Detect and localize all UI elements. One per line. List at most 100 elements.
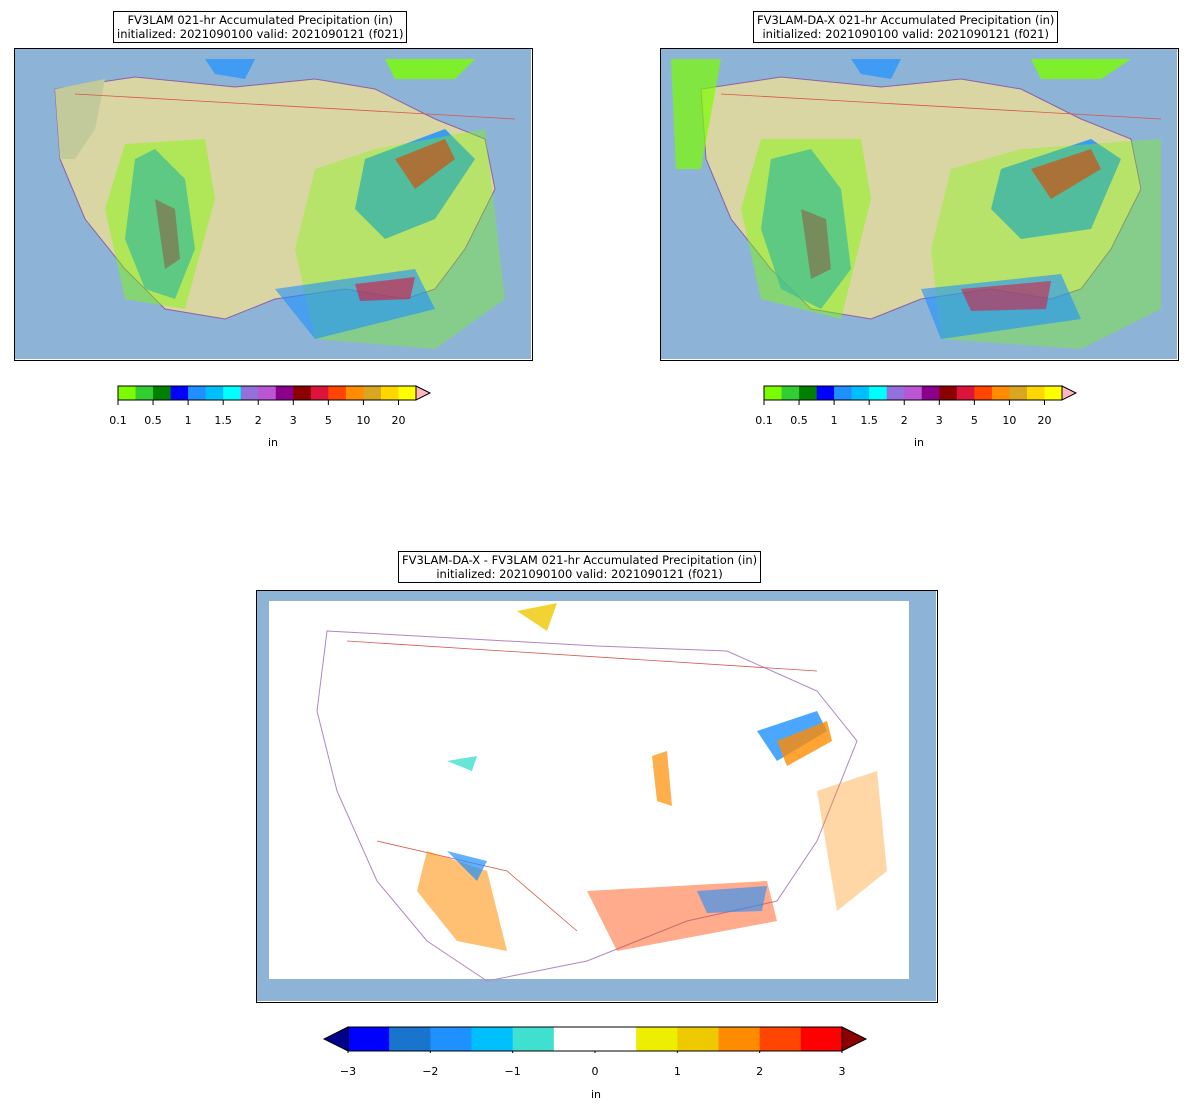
- left-precip-map: [14, 48, 533, 361]
- colorbar-bin: [389, 1027, 431, 1051]
- colorbar-bin: [939, 386, 958, 400]
- colorbar-tick-label: 5: [324, 414, 332, 427]
- colorbar-tick-label: 1: [184, 414, 192, 427]
- colorbar-tick-label: 0.1: [755, 414, 773, 427]
- colorbar-tick-label: 2: [756, 1065, 764, 1078]
- left-map-graphic: [15, 49, 531, 359]
- colorbar-bin: [1009, 386, 1028, 400]
- left-panel-title: FV3LAM 021-hr Accumulated Precipitation …: [113, 11, 408, 43]
- diff-colorbar-ticks: −3 −2 −1 0 1 2 3: [322, 1065, 872, 1079]
- colorbar-tick-label: 3: [289, 414, 297, 427]
- colorbar-tick-label: 20: [1037, 414, 1052, 427]
- colorbar-bin: [153, 386, 171, 400]
- colorbar-bin: [363, 386, 382, 400]
- colorbar-bin: [869, 386, 888, 400]
- colorbar-bin: [328, 386, 347, 400]
- left-colorbar-units: in: [267, 436, 279, 449]
- colorbar-bin: [764, 386, 782, 400]
- right-precip-map: [660, 48, 1179, 361]
- colorbar-tick-label: 3: [935, 414, 943, 427]
- colorbar-extend: [415, 385, 432, 401]
- colorbar-bin: [205, 386, 224, 400]
- right-title-line1: FV3LAM-DA-X 021-hr Accumulated Precipita…: [757, 13, 1055, 27]
- colorbar-bin: [348, 1027, 390, 1051]
- colorbar-bin: [293, 386, 312, 400]
- colorbar-bin: [759, 1027, 802, 1051]
- diff-title-line1: FV3LAM-DA-X - FV3LAM 021-hr Accumulated …: [402, 553, 758, 567]
- diff-colorbar-units: in: [590, 1088, 602, 1101]
- colorbar-bin: [240, 386, 259, 400]
- left-colorbar-graphic: [117, 385, 432, 405]
- colorbar-bin: [636, 1027, 678, 1051]
- colorbar-bin: [553, 1027, 596, 1051]
- colorbar-tick-label: −1: [504, 1065, 521, 1078]
- colorbar-bin: [223, 386, 242, 400]
- colorbar-tick-label: 0.1: [109, 414, 127, 427]
- diff-title-line2: initialized: 2021090100 valid: 202109012…: [436, 567, 723, 581]
- colorbar-tick-label: 2: [254, 414, 262, 427]
- colorbar-tick-label: 10: [1002, 414, 1017, 427]
- colorbar-bin: [188, 386, 206, 400]
- colorbar-extend: [1061, 385, 1078, 401]
- colorbar-extend-max: [841, 1026, 868, 1052]
- colorbar-bin: [398, 386, 417, 400]
- colorbar-tick-label: 0.5: [144, 414, 162, 427]
- colorbar-tick-label: 0: [591, 1065, 599, 1078]
- colorbar-tick-label: 1: [673, 1065, 681, 1078]
- colorbar-bin: [800, 1027, 843, 1051]
- colorbar-bin: [310, 386, 329, 400]
- colorbar-bin: [956, 386, 975, 400]
- left-colorbar-ticks: 0.1 0.5 1 1.5 2 3 5 10 20: [109, 414, 440, 428]
- colorbar-tick-label: −3: [339, 1065, 357, 1078]
- colorbar-bin: [345, 386, 364, 400]
- colorbar-bin: [430, 1027, 472, 1051]
- left-precip-colorbar: 0.1 0.5 1 1.5 2 3 5 10 20 in: [109, 384, 440, 454]
- colorbar-bin: [170, 386, 189, 400]
- colorbar-bin: [718, 1027, 760, 1051]
- colorbar-bin: [1044, 386, 1063, 400]
- colorbar-bin: [991, 386, 1010, 400]
- colorbar-tick-label: −2: [422, 1065, 439, 1078]
- diff-colorbar-graphic: [322, 1026, 868, 1056]
- right-colorbar-ticks: 0.1 0.5 1 1.5 2 3 5 10 20: [755, 414, 1086, 428]
- right-map-graphic: [661, 49, 1177, 359]
- colorbar-bin: [974, 386, 993, 400]
- colorbar-tick-label: 0.5: [790, 414, 808, 427]
- right-title-line2: initialized: 2021090100 valid: 202109012…: [762, 27, 1049, 41]
- colorbar-bin: [781, 386, 800, 400]
- colorbar-bin: [1026, 386, 1045, 400]
- right-colorbar-graphic: [763, 385, 1078, 405]
- right-panel-title: FV3LAM-DA-X 021-hr Accumulated Precipita…: [753, 11, 1059, 43]
- colorbar-tick-label: 1.5: [860, 414, 878, 427]
- colorbar-bin: [816, 386, 835, 400]
- colorbar-tick-label: 1: [830, 414, 838, 427]
- colorbar-bin: [921, 386, 940, 400]
- left-title-line2: initialized: 2021090100 valid: 202109012…: [117, 27, 404, 41]
- colorbar-bin: [834, 386, 852, 400]
- left-title-line1: FV3LAM 021-hr Accumulated Precipitation …: [127, 13, 393, 27]
- colorbar-bin: [380, 386, 399, 400]
- diff-panel-title: FV3LAM-DA-X - FV3LAM 021-hr Accumulated …: [398, 551, 762, 583]
- colorbar-tick-label: 2: [900, 414, 908, 427]
- colorbar-tick-label: 3: [838, 1065, 846, 1078]
- colorbar-bin: [275, 386, 294, 400]
- colorbar-bin: [471, 1027, 513, 1051]
- colorbar-bin: [886, 386, 905, 400]
- right-precip-colorbar: 0.1 0.5 1 1.5 2 3 5 10 20 in: [755, 384, 1086, 454]
- colorbar-tick-label: 20: [391, 414, 406, 427]
- colorbar-bin: [904, 386, 923, 400]
- colorbar-tick-label: 5: [970, 414, 978, 427]
- diff-map-graphic: [257, 591, 936, 1001]
- colorbar-bin: [512, 1027, 555, 1051]
- right-colorbar-units: in: [913, 436, 925, 449]
- colorbar-bin: [135, 386, 154, 400]
- colorbar-bin: [677, 1027, 719, 1051]
- diff-colorbar: −3 −2 −1 0 1 2 3 in: [322, 1025, 872, 1110]
- diff-precip-map: [256, 590, 938, 1003]
- colorbar-bin: [851, 386, 870, 400]
- colorbar-bin: [595, 1027, 637, 1051]
- colorbar-bin: [258, 386, 277, 400]
- colorbar-bin: [118, 386, 136, 400]
- colorbar-bin: [799, 386, 817, 400]
- colorbar-tick-label: 1.5: [214, 414, 232, 427]
